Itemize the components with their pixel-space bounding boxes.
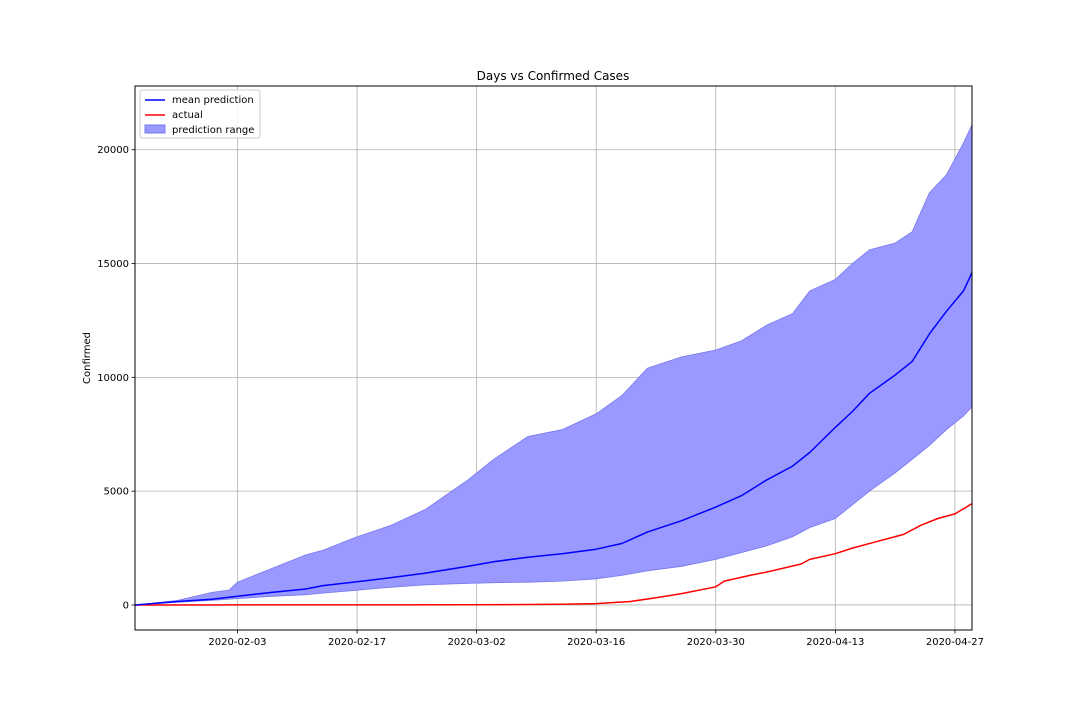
legend-actual-label: actual — [172, 110, 203, 121]
actual-line — [134, 503, 973, 606]
plot-frame — [134, 85, 973, 631]
legend-range-swatch — [144, 124, 166, 134]
y-tick-label: 10000 — [97, 373, 129, 384]
x-tick-label: 2020-03-30 — [687, 637, 745, 648]
y-axis-label: Confirmed — [82, 332, 93, 384]
x-tick-label: 2020-04-27 — [926, 637, 984, 648]
x-tick-label: 2020-03-16 — [567, 637, 625, 648]
y-tick-label: 20000 — [97, 145, 129, 156]
y-tick-label: 0 — [123, 600, 129, 611]
chart-title: Days vs Confirmed Cases — [477, 69, 630, 83]
x-axis-ticks: 2020-02-03 2020-02-17 2020-03-02 2020-03-16… — [208, 630, 984, 648]
legend-mean-label: mean prediction — [172, 95, 254, 106]
mean-prediction-line — [134, 272, 973, 606]
x-tick-label: 2020-02-17 — [328, 637, 386, 648]
x-tick-label: 2020-03-02 — [448, 637, 506, 648]
y-axis-ticks: 0 5000 10000 15000 20000 — [97, 145, 135, 611]
legend-range-label: prediction range — [172, 125, 254, 136]
x-tick-label: 2020-04-13 — [806, 637, 864, 648]
series-lines — [134, 272, 973, 606]
legend-box — [139, 89, 261, 139]
y-tick-label: 15000 — [97, 259, 129, 270]
x-tick-label: 2020-02-03 — [208, 637, 266, 648]
y-tick-label: 5000 — [104, 487, 129, 498]
legend: mean prediction actual prediction range — [139, 89, 261, 139]
